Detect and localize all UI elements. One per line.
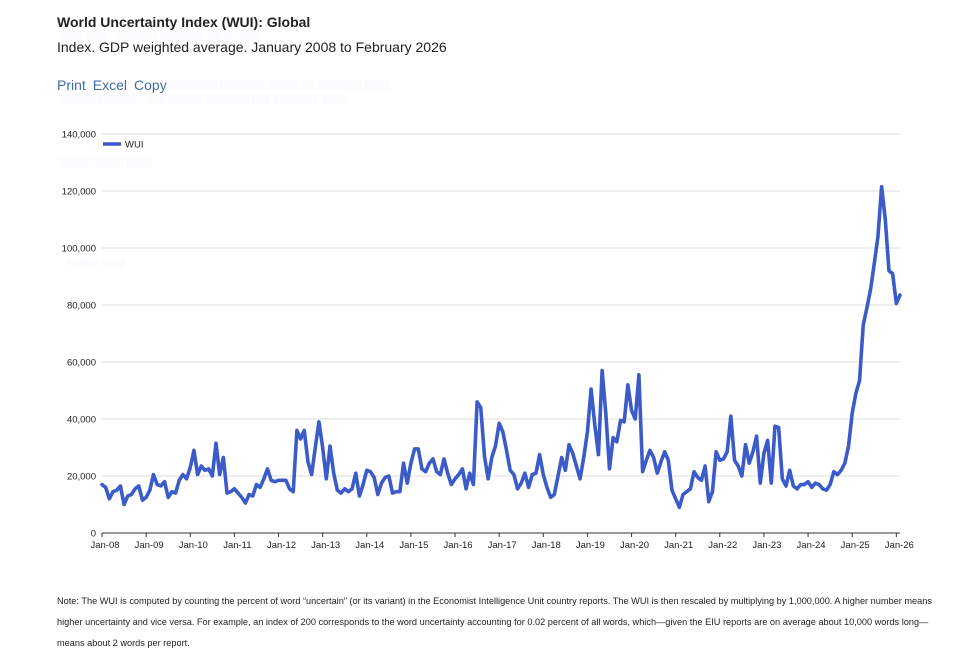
excel-button[interactable]: Excel: [92, 77, 128, 93]
wui-series-line[interactable]: [100, 184, 902, 510]
x-tick-label: Jan-12: [267, 540, 296, 551]
watermark-ghost-text: ░░░░░░░░░ ░░░░░░░ ░░░░░ ░░ ░░░░░░░ ░░░░: [160, 80, 390, 90]
watermark-ghost-text: ░░░░░ ░░░░: [66, 258, 126, 268]
y-tick-label: 40,000: [67, 415, 96, 426]
chart-subtitle: Index. GDP weighted average. January 200…: [57, 39, 447, 55]
x-tick-label: Jan-20: [620, 540, 649, 551]
watermark-ghost-text: ░░░░░ ░░░░░ ░░░░: [57, 158, 152, 168]
x-tick-label: Jan-24: [797, 540, 826, 551]
x-tick-label: Jan-15: [399, 540, 428, 551]
y-tick-label: 80,000: [67, 301, 96, 312]
y-tick-label: 100,000: [62, 244, 96, 255]
y-axis: 0 20,000 40,000 60,000 80,000 100,000 120,000 1…: [62, 130, 96, 540]
x-tick-label: Jan-13: [311, 540, 340, 551]
copy-button[interactable]: Copy: [134, 77, 167, 93]
series-group: [100, 184, 902, 510]
x-tick-label: Jan-21: [664, 540, 693, 551]
x-tick-label: Jan-10: [179, 540, 208, 551]
y-tick-label: 20,000: [67, 472, 96, 483]
legend: WUI: [103, 140, 143, 151]
watermark-ghost-text: ░░░░░░ ░░░░░░░ ░░░░░░░░░ ░░░░░░░ ░░░ ░░░…: [57, 94, 347, 104]
print-button[interactable]: Print: [57, 77, 86, 93]
export-toolbar: Print Excel Copy: [57, 77, 174, 93]
x-tick-label: Jan-18: [532, 540, 561, 551]
x-axis: Jan-08 Jan-09 Jan-10 Jan-11 Jan-12 Jan-13 Jan-…: [90, 532, 914, 551]
x-tick-label: Jan-16: [444, 540, 473, 551]
x-tick-label: Jan-09: [135, 540, 164, 551]
legend-label[interactable]: WUI: [125, 140, 143, 151]
x-tick-label: Jan-11: [223, 540, 251, 551]
gridlines: [102, 133, 900, 477]
x-tick-label: Jan-23: [752, 540, 781, 551]
x-tick-label: Jan-08: [90, 540, 119, 551]
x-tick-label: Jan-19: [576, 540, 605, 551]
chart-title: World Uncertainty Index (WUI): Global: [57, 14, 311, 30]
y-tick-label: 140,000: [62, 130, 96, 141]
y-tick-label: 0: [91, 529, 96, 540]
y-tick-label: 120,000: [62, 187, 96, 198]
watermark-ghost-text: ░░░░ ░░░░ ░░░░░░░ ░░░░░░░ ░░░░ ░░░░: [57, 30, 261, 40]
x-tick-label: Jan-25: [841, 540, 870, 551]
y-tick-label: 60,000: [67, 358, 96, 369]
x-tick-label: Jan-22: [708, 540, 737, 551]
x-tick-label: Jan-14: [355, 540, 384, 551]
methodology-note: Note: The WUI is computed by counting th…: [57, 596, 932, 648]
x-tick-label: Jan-17: [488, 540, 517, 551]
x-tick-label: Jan-26: [885, 540, 914, 551]
